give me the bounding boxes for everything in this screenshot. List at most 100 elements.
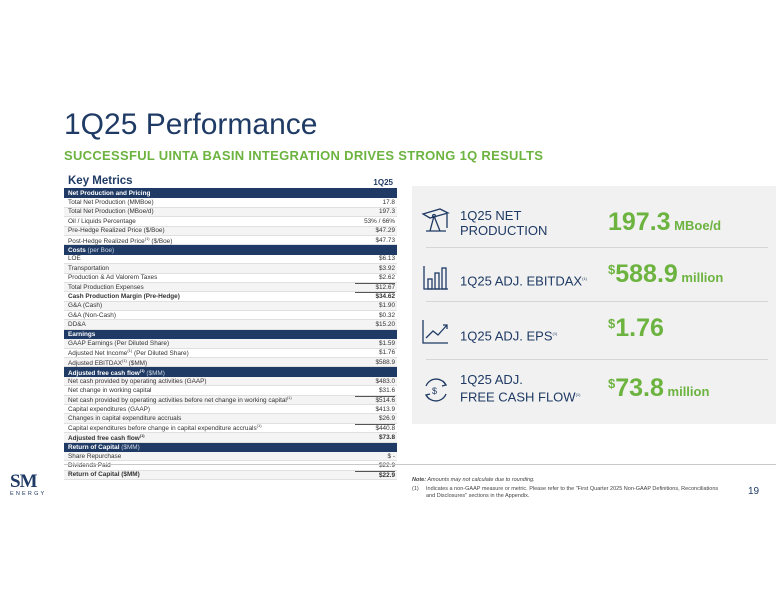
table-row: Net change in working capital $31.6 bbox=[64, 386, 397, 396]
row-label: Total Net Production (MBoe/d) bbox=[68, 208, 154, 216]
table-row: Cash Production Margin (Pre-Hedge) $34.62 bbox=[64, 292, 397, 302]
row-value: $47.73 bbox=[375, 236, 395, 244]
kpi-net-production: 1Q25 NET PRODUCTION 197.3 MBoe/d bbox=[412, 196, 776, 244]
row-value: $483.0 bbox=[375, 377, 395, 385]
table-row: Post-Hedge Realized Price(1) ($/Boe) $47.… bbox=[64, 235, 397, 246]
row-label: Costs (per Boe) bbox=[68, 246, 115, 254]
table-row: Share Repurchase $ - bbox=[64, 451, 397, 462]
table-title: Key Metrics bbox=[68, 175, 133, 187]
page-number: 19 bbox=[748, 486, 760, 497]
row-label: Dividends Paid bbox=[68, 462, 111, 470]
svg-text:$: $ bbox=[432, 386, 437, 396]
row-value: $26.9 bbox=[379, 415, 395, 423]
table-row: Pre-Hedge Realized Price ($/Boe) $47.29 bbox=[64, 226, 397, 236]
row-value: $22.9 bbox=[379, 462, 395, 470]
row-value: $6.13 bbox=[379, 255, 395, 263]
kpi-label: 1Q25 ADJ. EPS(1) bbox=[460, 328, 558, 344]
row-label: GAAP Earnings (Per Diluted Share) bbox=[68, 339, 170, 347]
row-value: $588.9 bbox=[375, 358, 395, 366]
row-label: Earnings bbox=[68, 331, 96, 339]
page-title: 1Q25 Performance bbox=[64, 108, 318, 141]
row-label: Return of Capital ($MM) bbox=[68, 471, 140, 479]
row-label: Adjusted EBITDAX(1) ($MM) bbox=[68, 357, 148, 367]
table-row: Net cash provided by operating activitie… bbox=[64, 395, 397, 405]
row-label: Production & Ad Valorem Taxes bbox=[68, 274, 158, 282]
table-row: Dividends Paid $22.9 bbox=[64, 461, 397, 471]
row-value: 17.8 bbox=[382, 199, 395, 207]
row-label: Net cash provided by operating activitie… bbox=[68, 395, 292, 405]
row-value: 197.3 bbox=[379, 208, 395, 216]
page-subtitle: SUCCESSFUL UINTA BASIN INTEGRATION DRIVE… bbox=[64, 148, 544, 163]
kpi-eps: 1Q25 ADJ. EPS(1) $1.76 bbox=[412, 304, 776, 360]
key-metrics-table: Key Metrics 1Q25 Net Production and Pric… bbox=[64, 175, 397, 481]
row-label: LOE bbox=[68, 255, 81, 263]
table-row: Transportation $3.92 bbox=[64, 264, 397, 274]
row-label: Capital expenditures (GAAP) bbox=[68, 405, 151, 413]
kpi-ebitdax: 1Q25 ADJ. EBITDAX(1) $588.9 million bbox=[412, 250, 776, 308]
row-value: $31.6 bbox=[379, 386, 395, 394]
footer-divider bbox=[64, 464, 776, 465]
row-label: Net Production and Pricing bbox=[68, 190, 151, 198]
table-section-header: Net Production and Pricing bbox=[64, 189, 397, 199]
row-label: Adjusted free cash flow(1) ($MM) bbox=[68, 367, 165, 377]
kpi-panel: 1Q25 NET PRODUCTION 197.3 MBoe/d 1Q25 ADJ… bbox=[412, 186, 776, 424]
row-value: $12.67 bbox=[355, 283, 395, 291]
table-row: Production & Ad Valorem Taxes $2.62 bbox=[64, 274, 397, 283]
divider bbox=[426, 359, 768, 360]
table-row: Total Net Production (MBoe/d) 197.3 bbox=[64, 207, 397, 218]
row-value: $3.92 bbox=[379, 264, 395, 272]
row-label: Return of Capital ($MM) bbox=[68, 443, 140, 451]
row-label: Net cash provided by operating activitie… bbox=[68, 377, 207, 385]
table-row: G&A (Non-Cash) $0.32 bbox=[64, 311, 397, 321]
row-value: $22.9 bbox=[355, 470, 395, 479]
row-value: $1.59 bbox=[379, 339, 395, 347]
row-label: Net change in working capital bbox=[68, 386, 152, 394]
company-logo: SM ENERGY bbox=[10, 471, 47, 497]
cash-cycle-icon: $ bbox=[424, 378, 448, 402]
kpi-free-cash-flow: $ 1Q25 ADJ. FREE CASH FLOW(1) $73.8 milli… bbox=[412, 362, 776, 418]
table-row: G&A (Cash) $1.90 bbox=[64, 301, 397, 312]
row-value: $34.62 bbox=[355, 292, 395, 300]
row-value: $47.29 bbox=[375, 227, 395, 235]
table-section-header: Adjusted free cash flow(1) ($MM) bbox=[64, 367, 397, 377]
table-row: LOE $6.13 bbox=[64, 255, 397, 265]
table-row: Net cash provided by operating activitie… bbox=[64, 376, 397, 387]
table-row: Changes in capital expenditure accruals $… bbox=[64, 414, 397, 424]
row-value: $15.20 bbox=[375, 321, 395, 329]
row-label: Capital expenditures before change in ca… bbox=[68, 423, 262, 433]
table-body: Net Production and Pricing Total Net Prod… bbox=[64, 189, 397, 481]
footnotes: Note: Amounts may not calculate due to r… bbox=[412, 477, 719, 499]
table-row: Total Production Expenses $12.67 bbox=[64, 282, 397, 293]
row-value: $440.8 bbox=[355, 423, 395, 432]
divider bbox=[426, 247, 768, 248]
table-row: Adjusted EBITDAX(1) ($MM) $588.9 bbox=[64, 357, 397, 368]
kpi-value: $588.9 million bbox=[608, 260, 724, 288]
row-label: Adjusted Net Income(1) (Per Diluted Shar… bbox=[68, 348, 189, 358]
row-value: $2.62 bbox=[379, 274, 395, 282]
row-label: G&A (Cash) bbox=[68, 302, 103, 310]
table-row: Adjusted Net Income(1) (Per Diluted Shar… bbox=[64, 348, 397, 359]
row-value: $73.8 bbox=[379, 433, 395, 441]
table-row: Return of Capital ($MM) $22.9 bbox=[64, 470, 397, 481]
row-label: Cash Production Margin (Pre-Hedge) bbox=[68, 292, 180, 300]
table-row: Oil / Liquids Percentage 53% / 66% bbox=[64, 217, 397, 227]
row-value: $514.6 bbox=[355, 395, 395, 404]
kpi-value: $73.8 million bbox=[608, 374, 710, 402]
row-value: $ - bbox=[387, 452, 395, 460]
row-label: Post-Hedge Realized Price(1) ($/Boe) bbox=[68, 235, 173, 245]
table-row: Adjusted free cash flow(1) $73.8 bbox=[64, 432, 397, 443]
row-label: Adjusted free cash flow(1) bbox=[68, 432, 145, 442]
table-section-header: Earnings bbox=[64, 329, 397, 340]
trend-line-icon bbox=[422, 320, 448, 344]
row-value: $1.76 bbox=[379, 349, 395, 357]
table-row: Capital expenditures before change in ca… bbox=[64, 423, 397, 434]
kpi-label: 1Q25 ADJ. FREE CASH FLOW(1) bbox=[460, 372, 581, 405]
table-row: Total Net Production (MMBoe) 17.8 bbox=[64, 198, 397, 208]
row-label: Oil / Liquids Percentage bbox=[68, 217, 136, 225]
row-label: DD&A bbox=[68, 321, 86, 329]
table-row: GAAP Earnings (Per Diluted Share) $1.59 bbox=[64, 339, 397, 349]
table-header: Key Metrics 1Q25 bbox=[64, 175, 397, 189]
bar-chart-icon bbox=[423, 266, 448, 290]
row-value: $1.90 bbox=[379, 302, 395, 310]
divider bbox=[426, 301, 768, 302]
